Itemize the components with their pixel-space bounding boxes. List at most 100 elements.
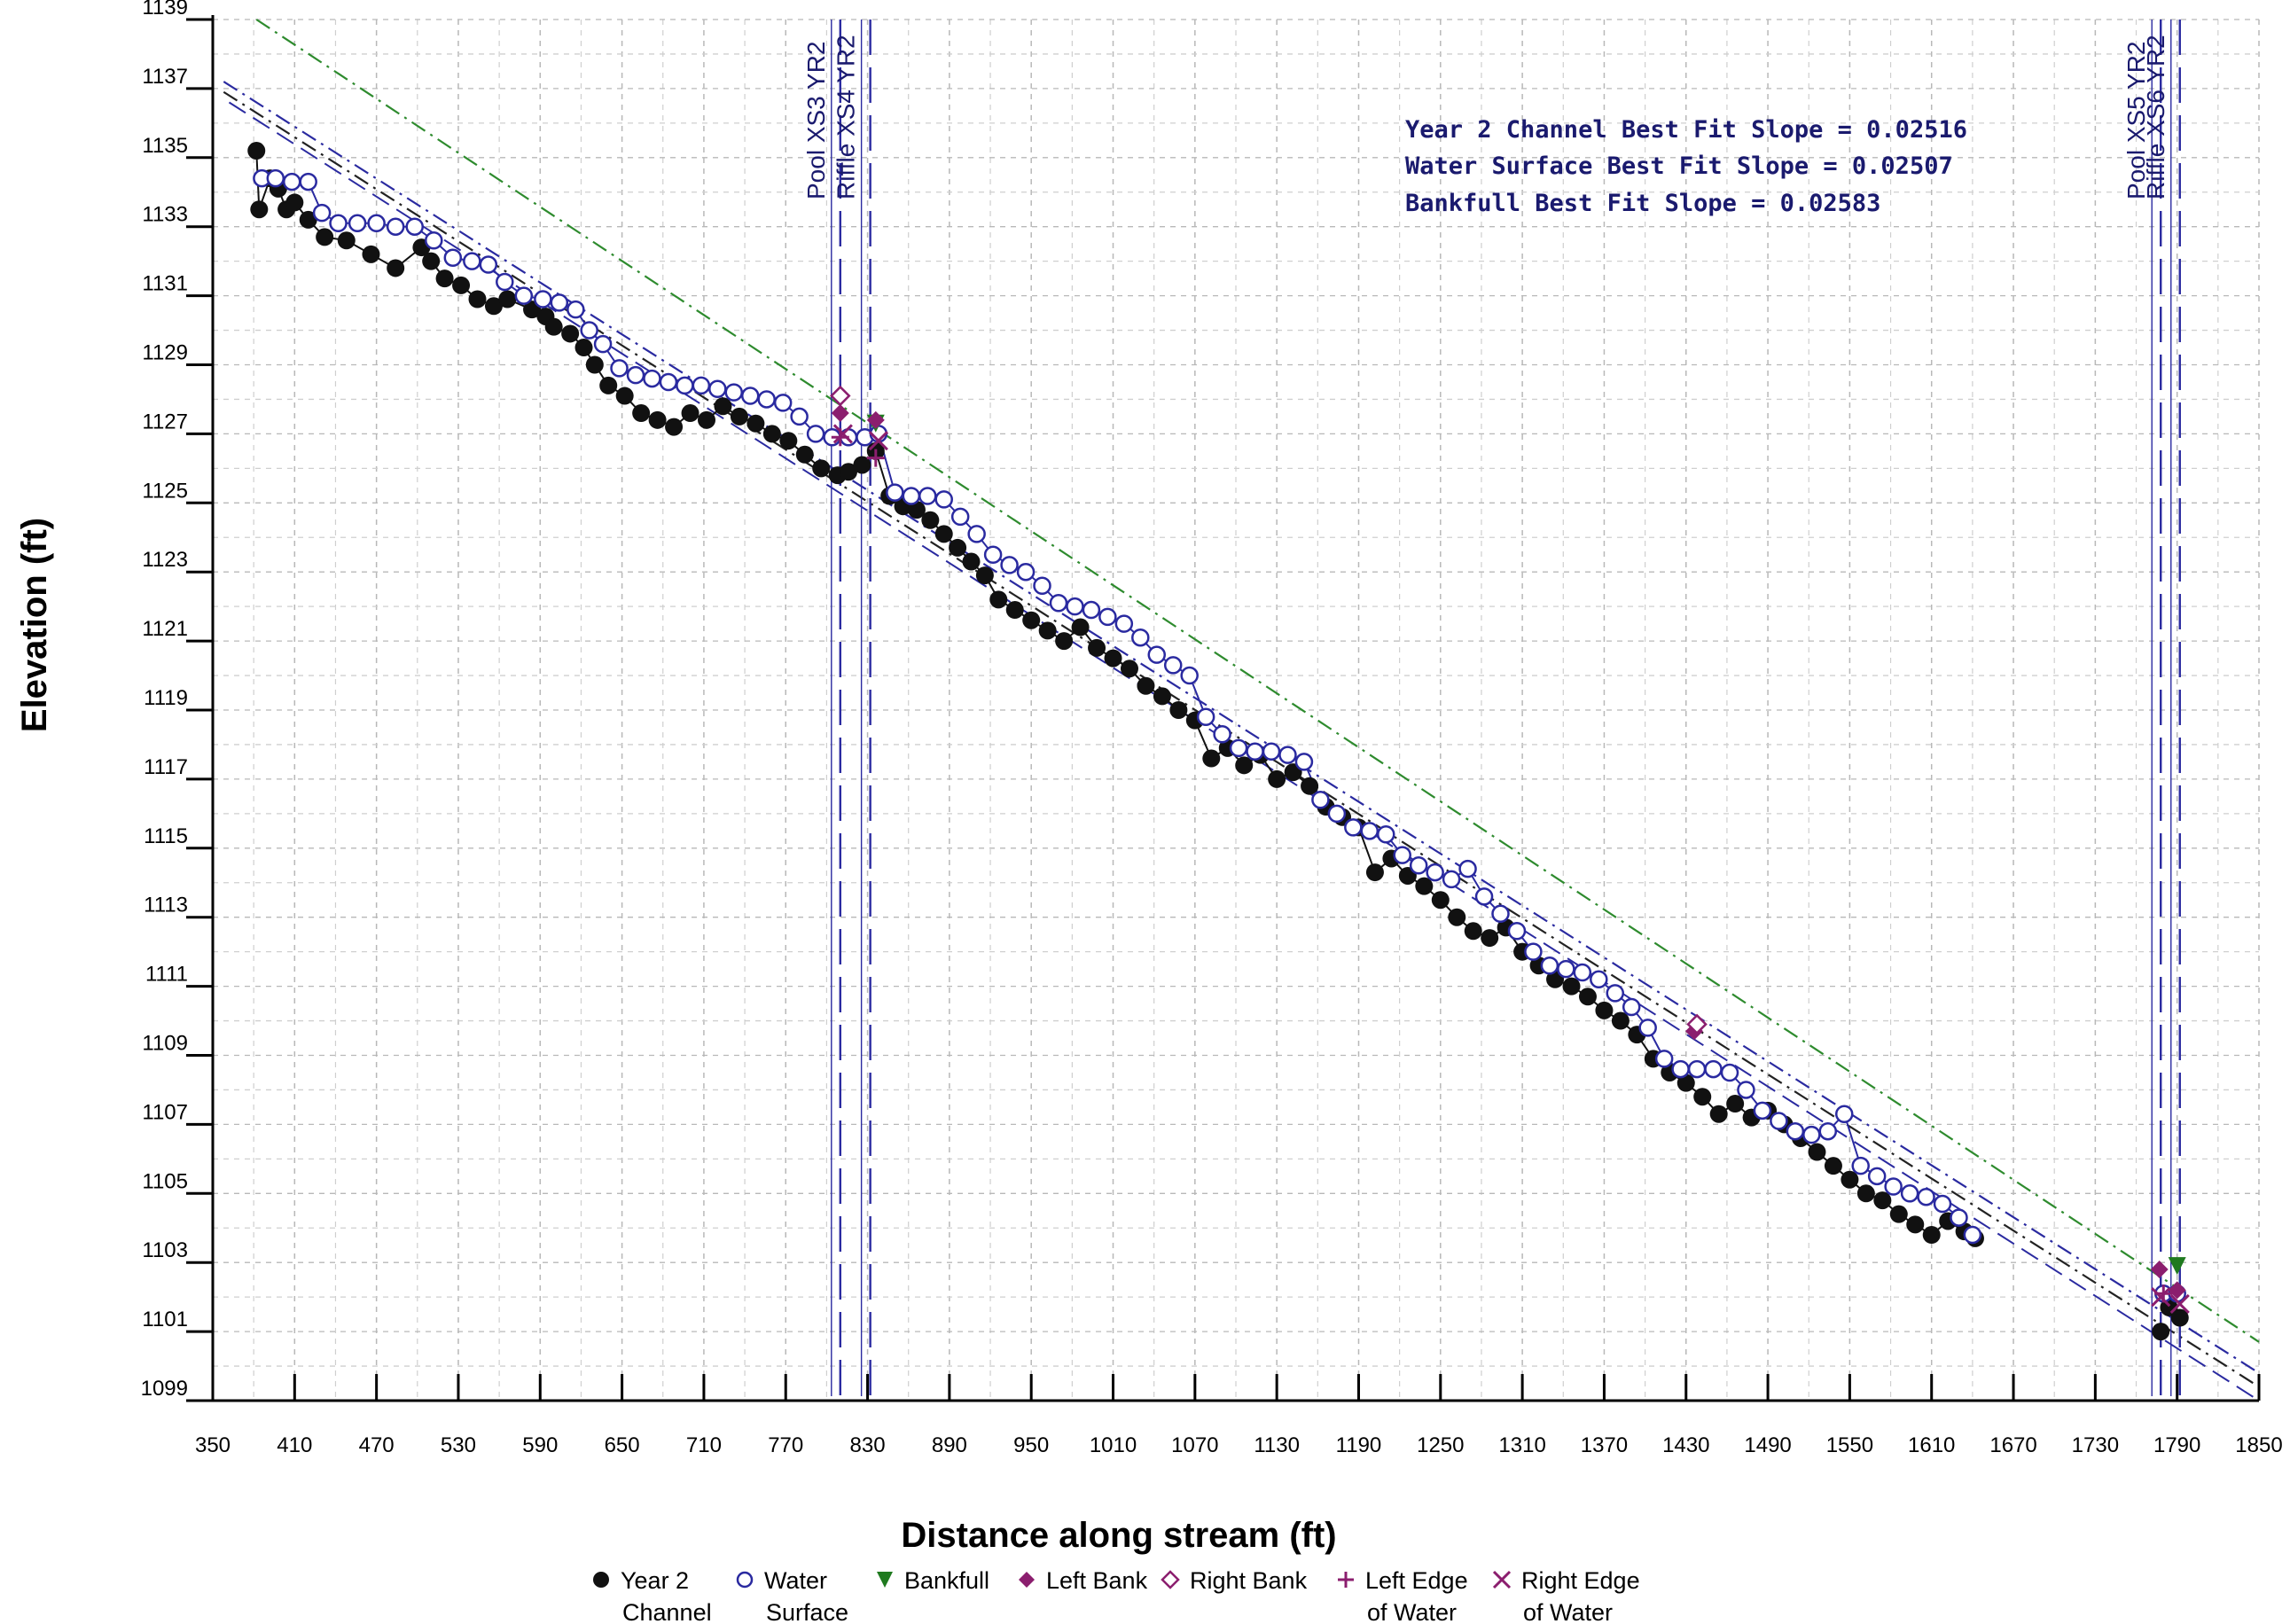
year-2-channel-point — [975, 566, 994, 585]
water-surface-point — [282, 172, 301, 191]
year-2-channel-point — [1693, 1088, 1712, 1106]
right-edge-of-water-point — [868, 431, 888, 451]
water-surface-point — [1933, 1194, 1952, 1214]
right-edge-of-water-series — [832, 424, 2190, 1315]
water-surface-point — [1213, 725, 1231, 744]
water-surface-point — [1180, 666, 1199, 685]
year-2-channel-point — [599, 376, 618, 394]
year-2-channel-point — [1005, 601, 1024, 620]
x-tick-label: 1250 — [1417, 1433, 1464, 1457]
year-2-channel-point — [1104, 649, 1122, 668]
year-2-channel-point — [795, 445, 814, 464]
y-tick-label: 1099 — [141, 1377, 188, 1401]
water-surface-point — [1606, 984, 1624, 1003]
year-2-channel-point — [362, 245, 380, 263]
water-surface-point — [1704, 1059, 1723, 1079]
legend-label-line2: of Water — [1367, 1599, 1457, 1624]
year-2-channel-point — [921, 511, 940, 529]
water-surface-point — [1033, 576, 1051, 596]
y-tick-label: 1137 — [142, 65, 188, 89]
legend-label: Left Edge — [1365, 1567, 1468, 1594]
water-surface-point — [950, 507, 970, 527]
year-2-channel-point — [1841, 1170, 1859, 1189]
x-tick-label: 1070 — [1171, 1433, 1218, 1457]
x-tick-label: 1310 — [1498, 1433, 1545, 1457]
water-surface-point — [790, 407, 809, 426]
year-2-channel-point — [1856, 1184, 1875, 1203]
water-surface-point — [1000, 556, 1019, 574]
year-2-channel-point — [1153, 687, 1171, 706]
x-tick-label: 1190 — [1336, 1433, 1382, 1457]
year-2-channel-point — [2152, 1323, 2170, 1341]
water-surface-point — [479, 255, 498, 274]
year-2-channel-point — [1889, 1205, 1908, 1223]
best-fit-line — [223, 81, 2260, 1374]
year-2-channel-point — [632, 404, 651, 423]
year-2-channel-point — [299, 210, 317, 229]
water-surface-point — [1671, 1059, 1690, 1079]
water-surface-point — [1590, 970, 1608, 989]
legend-label: Year 2 — [621, 1567, 689, 1594]
year-2-channel-point — [665, 418, 684, 436]
water-surface-point — [902, 487, 921, 505]
water-surface-point — [496, 272, 514, 292]
legend-right-edge-of-water-icon — [1492, 1570, 1512, 1589]
bankfull-point — [2168, 1257, 2186, 1276]
water-surface-point — [1294, 753, 1314, 771]
x-tick-label: 1370 — [1581, 1433, 1628, 1457]
water-surface-point — [918, 487, 937, 505]
y-tick-label: 1101 — [142, 1308, 188, 1331]
year-2-channel-point — [1906, 1215, 1925, 1234]
water-surface-point — [1917, 1187, 1935, 1206]
y-tick-label: 1125 — [142, 479, 188, 503]
water-surface-point — [1786, 1121, 1805, 1141]
water-surface-point — [1442, 870, 1461, 889]
right-bank-series — [830, 385, 1708, 1035]
y-tick-label: 1127 — [142, 410, 188, 433]
right-bank-point — [830, 385, 851, 407]
x-tick-label: 950 — [1013, 1433, 1049, 1457]
x-tick-label: 470 — [359, 1433, 395, 1457]
legend-label-line2: Channel — [622, 1599, 712, 1624]
best-fit-line — [255, 19, 2260, 1343]
year-2-channel-point — [1301, 777, 1319, 795]
legend-label: Right Bank — [1190, 1567, 1308, 1594]
water-surface-point — [757, 390, 776, 409]
year-2-channel-point — [840, 463, 858, 481]
water-surface-point — [1246, 742, 1264, 761]
water-surface-point — [1654, 1050, 1674, 1068]
water-surface-point — [580, 321, 598, 340]
water-surface-point — [626, 365, 645, 385]
water-surface-point — [1098, 607, 1117, 627]
water-surface-point — [299, 172, 317, 191]
x-tick-label: 590 — [522, 1433, 558, 1457]
water-surface-point — [1474, 887, 1494, 906]
water-surface-point — [1360, 822, 1379, 840]
water-surface-point — [593, 334, 613, 354]
year-2-channel-point — [1071, 618, 1090, 636]
year-2-channel-point — [648, 410, 667, 429]
year-2-channel-point — [561, 324, 580, 343]
left-edge-of-water-point — [866, 449, 885, 467]
water-surface-point — [1229, 738, 1248, 758]
x-tick-label: 350 — [195, 1433, 231, 1457]
year-2-channel-point — [1824, 1157, 1842, 1175]
water-surface-point — [886, 483, 904, 502]
legend-label-line2: of Water — [1523, 1599, 1613, 1624]
water-surface-point — [1344, 818, 1363, 837]
year-2-channel-point — [1088, 638, 1106, 657]
water-surface-point — [1950, 1208, 1968, 1227]
water-surface-point — [1147, 645, 1167, 664]
year-2-channel-point — [468, 290, 487, 308]
year-2-channel-point — [1595, 1001, 1614, 1019]
cross-section-label: Riffle XS4 YR2 — [832, 35, 860, 199]
water-surface-point — [367, 214, 386, 233]
right-edge-of-water-point — [2169, 1293, 2190, 1315]
year-2-channel-point — [484, 297, 503, 316]
water-surface-point — [312, 203, 332, 223]
legend-left-edge-of-water-icon — [1338, 1572, 1354, 1588]
year-2-channel-point — [1709, 1105, 1728, 1123]
water-surface-point — [266, 168, 285, 188]
y-axis-title: Elevation (ft) — [15, 518, 54, 732]
year-2-channel-point — [1415, 877, 1434, 895]
